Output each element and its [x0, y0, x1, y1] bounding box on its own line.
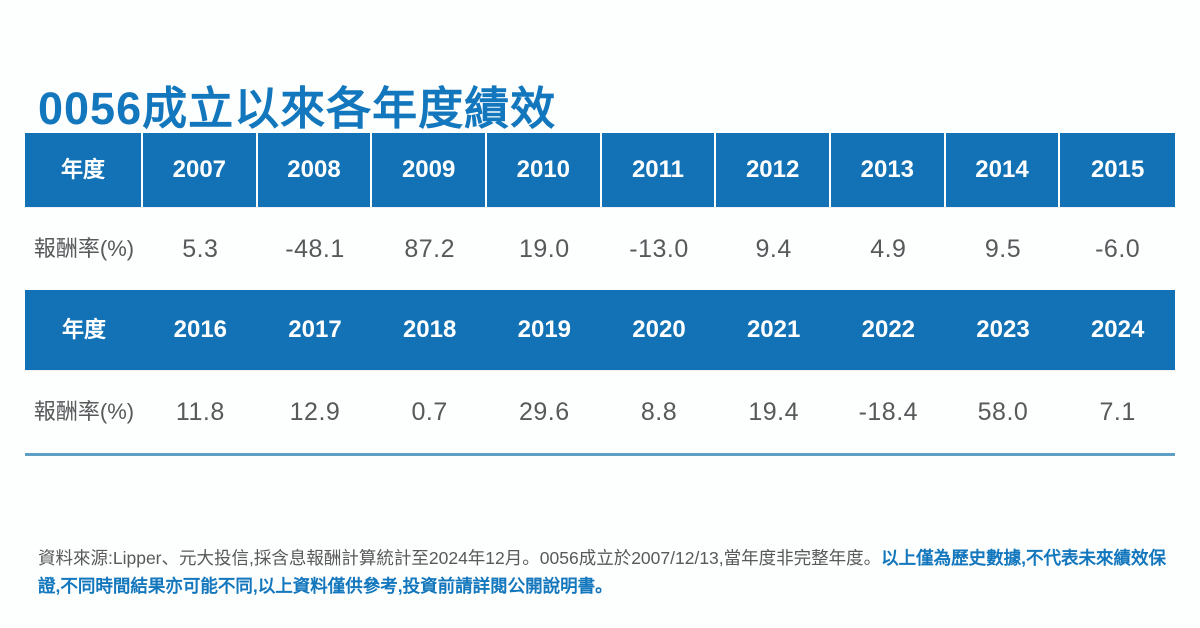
performance-table: 年度 2007 2008 2009 2010 2011 2012 2013 20… — [25, 133, 1175, 456]
table-returns-row-2016-2024: 報酬率(%) 11.8 12.9 0.7 29.6 8.8 19.4 -18.4… — [25, 370, 1175, 453]
return-value-cell: -13.0 — [629, 234, 689, 263]
table-header-row-2016-2024: 年度 2016 2017 2018 2019 2020 2021 2022 20… — [25, 290, 1175, 370]
return-value-cell: 87.2 — [404, 234, 455, 263]
year-header-cell: 2021 — [746, 316, 801, 343]
year-header-cell: 2016 — [173, 316, 228, 343]
return-row-label: 報酬率(%) — [33, 399, 135, 424]
year-header-cell: 2022 — [861, 316, 916, 343]
year-header-cell: 2013 — [831, 133, 946, 207]
year-header-cell: 2024 — [1090, 316, 1145, 343]
year-header-cell: 2018 — [402, 316, 457, 343]
return-value-cell: 19.4 — [748, 397, 799, 426]
table-returns-row-2007-2015: 報酬率(%) 5.3 -48.1 87.2 19.0 -13.0 9.4 4.9… — [25, 207, 1175, 290]
year-header-cell: 2007 — [143, 133, 258, 207]
return-value-cell: 58.0 — [977, 397, 1029, 426]
return-value-cell: 12.9 — [289, 397, 341, 426]
year-header-cell: 2009 — [372, 133, 487, 207]
year-header-cell: 2014 — [946, 133, 1061, 207]
disclaimer-text: 以上僅為歷史數據,不代表未來績效保證,不同時間結果亦可能不同,以上資料僅供參考,… — [38, 547, 1167, 597]
return-value-cell: 0.7 — [411, 397, 448, 426]
footnote: 資料來源:Lipper、元大投信,採含息報酬計算統計至2024年12月。0056… — [38, 544, 1178, 601]
year-header-label: 年度 — [61, 317, 106, 342]
return-value-cell: 9.4 — [755, 234, 792, 263]
return-value-cell: -18.4 — [858, 397, 919, 426]
return-value-cell: 9.5 — [984, 234, 1022, 263]
page-title: 0056成立以來各年度績效 — [38, 83, 557, 135]
year-header-cell: 2012 — [716, 133, 831, 207]
return-value-cell: 19.0 — [518, 234, 570, 263]
year-header-cell: 2008 — [258, 133, 373, 207]
return-value-cell: -48.1 — [285, 234, 345, 263]
return-row-label: 報酬率(%) — [33, 236, 135, 261]
return-value-cell: 7.1 — [1099, 397, 1136, 426]
year-header-cell: 2017 — [288, 316, 342, 343]
return-value-cell: 8.8 — [640, 397, 678, 426]
return-value-cell: 11.8 — [175, 397, 225, 426]
year-header-label: 年度 — [25, 133, 143, 207]
return-value-cell: 4.9 — [870, 234, 907, 263]
return-value-cell: -6.0 — [1095, 234, 1141, 263]
year-header-cell: 2023 — [976, 316, 1030, 343]
year-header-cell: 2019 — [517, 316, 572, 343]
data-source-text: 資料來源:Lipper、元大投信,採含息報酬計算統計至2024年12月。0056… — [38, 547, 882, 568]
year-header-cell: 2020 — [632, 316, 686, 343]
return-value-cell: 29.6 — [518, 397, 570, 426]
return-value-cell: 5.3 — [182, 234, 219, 263]
table-header-row-2007-2015: 年度 2007 2008 2009 2010 2011 2012 2013 20… — [25, 133, 1175, 207]
year-header-cell: 2011 — [602, 133, 717, 207]
year-header-cell: 2015 — [1090, 156, 1145, 183]
year-header-cell: 2010 — [487, 133, 602, 207]
